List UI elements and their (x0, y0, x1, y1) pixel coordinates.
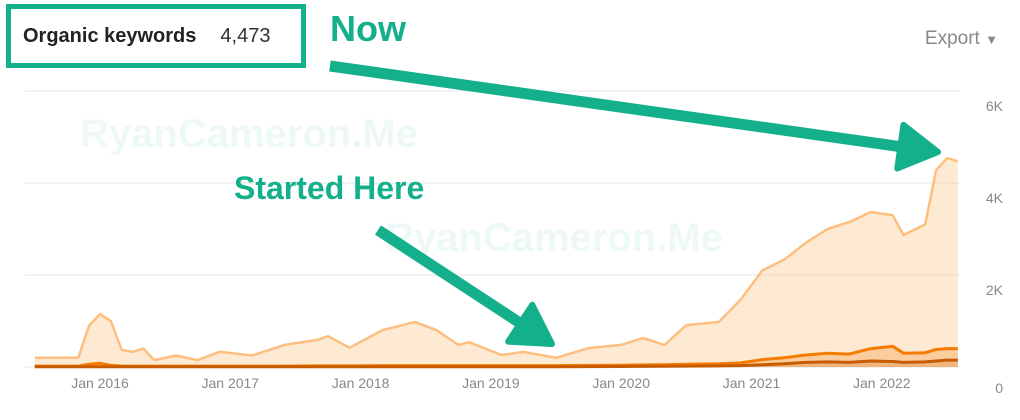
x-tick-label: Jan 2020 (592, 375, 650, 391)
x-tick-label: Jan 2021 (723, 375, 781, 391)
arrow-started-shaft (374, 225, 524, 328)
export-button[interactable]: Export ▼ (925, 28, 998, 50)
caret-down-icon: ▼ (985, 32, 998, 47)
y-tick-label: 4K (986, 190, 1004, 206)
watermark: RyanCameron.Me (385, 216, 723, 260)
arrow-now-shaft (329, 60, 902, 153)
y-tick-label: 0 (995, 380, 1003, 396)
annotation-started-here: Started Here (234, 170, 425, 206)
arrow-now-head (894, 121, 941, 172)
annotation-now: Now (330, 8, 406, 49)
x-tick-label: Jan 2022 (853, 375, 911, 391)
x-tick-label: Jan 2017 (201, 375, 259, 391)
title-highlight-box: Organic keywords 4,473 (6, 4, 306, 68)
series-area (34, 158, 958, 367)
keyword-count: 4,473 (220, 24, 271, 47)
x-tick-label: Jan 2016 (71, 375, 129, 391)
x-tick-label: Jan 2019 (462, 375, 520, 391)
y-tick-label: 6K (986, 98, 1004, 114)
series-area (34, 346, 958, 367)
series-line (34, 156, 959, 362)
arrow-started-head (505, 301, 555, 347)
chart-title: Organic keywords (23, 24, 197, 47)
x-tick-label: Jan 2018 (332, 375, 390, 391)
series-line (34, 358, 958, 369)
y-tick-label: 2K (986, 282, 1004, 298)
export-label: Export (924, 28, 980, 49)
watermark: RyanCameron.Me (80, 112, 418, 156)
series-area (34, 360, 958, 367)
